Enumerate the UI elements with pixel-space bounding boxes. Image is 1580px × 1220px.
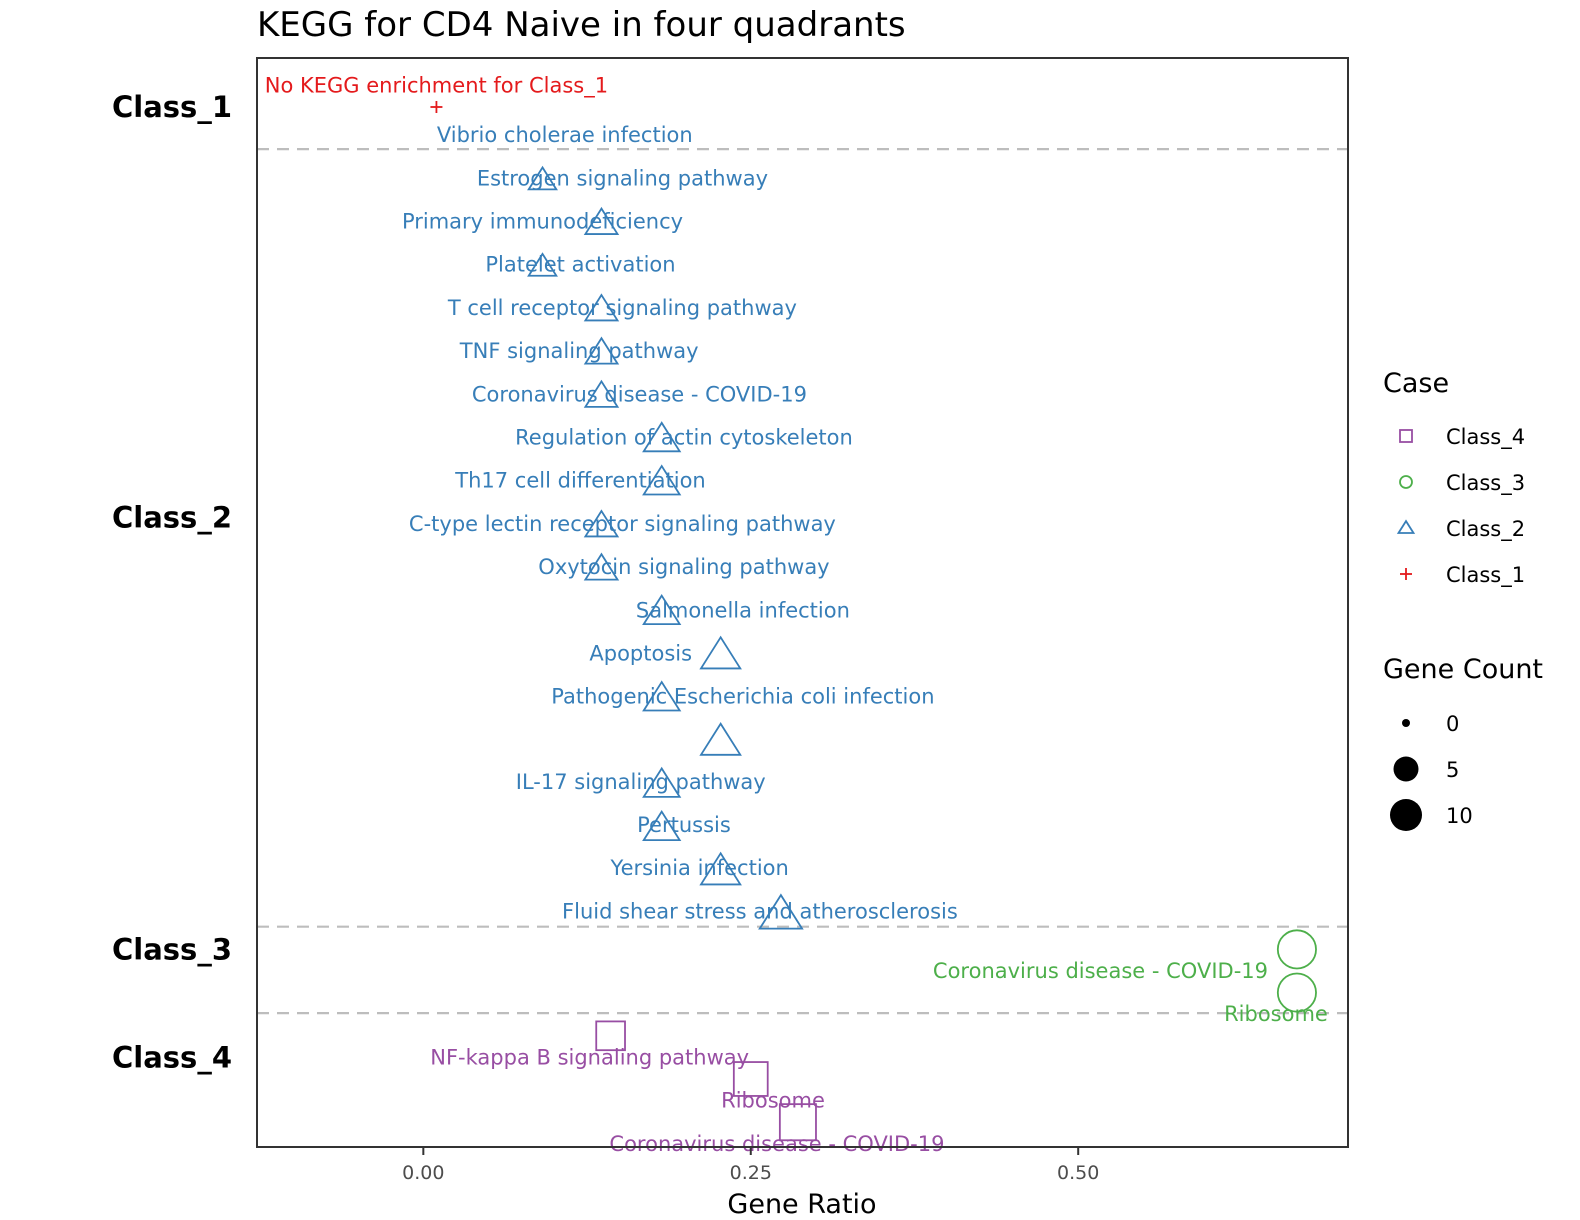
class-labels: Class_1 Class_2 Class_3 Class_4 (112, 90, 232, 1074)
point-label: Vibrio cholerae infection (437, 123, 693, 147)
separator-lines (257, 148, 1348, 1015)
data-point (699, 851, 742, 886)
point-labels: No KEGG enrichment for Class_1 Vibrio cho… (265, 73, 1328, 1155)
class-label: Class_1 (112, 90, 232, 124)
legend-case-label: Class_3 (1446, 471, 1525, 496)
data-point (583, 206, 620, 235)
point-label: Oxytocin signaling pathway (538, 555, 829, 579)
point-label: Platelet activation (485, 253, 675, 277)
point-label: Coronavirus disease - COVID-19 (933, 959, 1268, 983)
data-point (595, 1020, 626, 1052)
class-label: Class_2 (112, 500, 232, 534)
point-label: Fluid shear stress and atherosclerosis (562, 899, 958, 923)
class-label: Class_3 (112, 932, 232, 966)
point-label: Apoptosis (589, 641, 692, 665)
x-tick-label: 0.25 (730, 1162, 772, 1184)
data-point (430, 101, 443, 113)
point-label: NF-kappa B signaling pathway (430, 1045, 749, 1069)
data-point (758, 893, 804, 930)
point-label: C-type lectin receptor signaling pathway (409, 512, 836, 536)
legend-size-key (1389, 798, 1423, 832)
class-label: Class_4 (112, 1040, 232, 1074)
data-point (642, 680, 682, 712)
legend-case-key (1396, 519, 1416, 534)
point-label: No KEGG enrichment for Class_1 (265, 73, 608, 98)
legend-size-key (1393, 756, 1419, 782)
data-point (642, 421, 682, 453)
point-label: Coronavirus disease - COVID-19 (609, 1132, 944, 1156)
plot-panel-border (256, 57, 1349, 1148)
point-label: Coronavirus disease - COVID-19 (472, 382, 807, 406)
data-point (1276, 972, 1317, 1013)
point-label: Primary immunodeficiency (402, 209, 683, 233)
legend: Case Class_4 Class_3 Class_2 Class_1 Gene Cou… (1383, 368, 1543, 832)
point-label: Th17 cell differentiation (454, 469, 705, 493)
legend-case-key (1399, 475, 1413, 489)
point-label: Pertussis (637, 813, 731, 837)
data-point (642, 766, 682, 798)
point-label: Yersinia infection (610, 856, 789, 880)
legend-case-key (1399, 429, 1413, 443)
legend-size-label: 0 (1446, 712, 1459, 736)
point-label: T cell receptor signaling pathway (447, 296, 797, 320)
legend-case-key (1400, 568, 1412, 580)
point-label: Regulation of actin cytoskeleton (515, 425, 853, 449)
x-axis: 0.00 0.25 0.50 (402, 1147, 1099, 1184)
data-point (732, 1061, 769, 1097)
point-label: TNF signaling pathway (459, 339, 699, 363)
data-point (1276, 929, 1317, 970)
point-label: Pathogenic Escherichia coli infection (551, 685, 934, 709)
point-label: Estrogen signaling pathway (477, 166, 768, 190)
data-point (527, 252, 558, 277)
x-axis-title: Gene Ratio (727, 1189, 876, 1220)
point-label: Salmonella infection (636, 598, 850, 622)
data-point (583, 379, 620, 408)
legend-size-label: 5 (1446, 758, 1459, 782)
legend-case-label: Class_1 (1446, 563, 1525, 588)
data-point (642, 809, 682, 842)
data-point (583, 293, 620, 322)
data-point (642, 464, 682, 496)
data-point (527, 165, 558, 191)
x-tick-label: 0.00 (402, 1162, 444, 1184)
data-point (699, 722, 742, 756)
point-label: IL-17 signaling pathway (516, 770, 766, 794)
data-point (699, 635, 742, 670)
data-point (778, 1103, 817, 1142)
point-label: Ribosome (721, 1089, 825, 1113)
legend-case-title: Case (1383, 368, 1449, 399)
data-point (583, 552, 620, 581)
data-points (430, 101, 1317, 1142)
legend-size-key (1402, 719, 1410, 727)
legend-case-label: Class_4 (1446, 425, 1525, 450)
data-point (583, 336, 620, 365)
data-point (583, 509, 620, 538)
data-point (642, 593, 682, 626)
legend-size-title: Gene Count (1383, 654, 1543, 685)
legend-size-label: 10 (1446, 804, 1473, 828)
x-tick-label: 0.50 (1057, 1162, 1099, 1184)
point-label: Ribosome (1224, 1002, 1328, 1026)
chart-title: KEGG for CD4 Naive in four quadrants (257, 5, 906, 45)
legend-case-label: Class_2 (1446, 517, 1525, 542)
